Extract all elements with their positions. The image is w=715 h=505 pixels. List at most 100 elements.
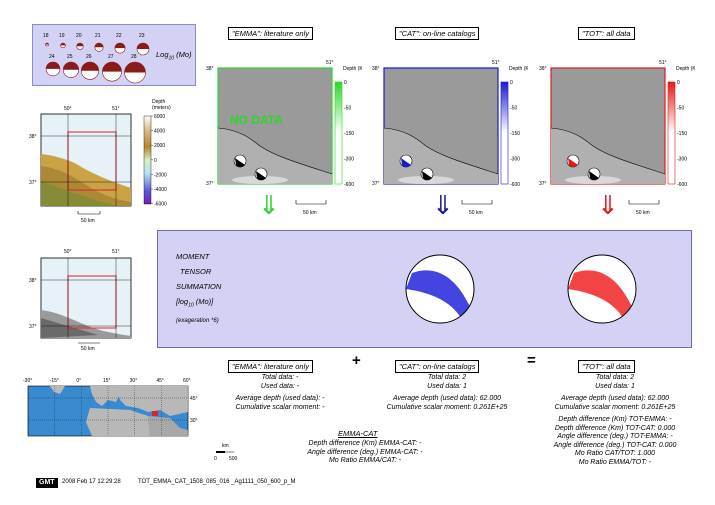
map1-lon-tick: 50° [64,106,72,112]
panel-lon-tick: 51° [492,60,500,66]
legend-beachball-fill [114,43,126,49]
stat-line: Depth difference (Km) TOT-EMMA: - [558,416,672,423]
panel-lat-tick: 38° [539,66,547,72]
panel-scale-label: 50 km [303,210,317,216]
legend-beachball-fill [46,62,60,69]
panel-lat-tick: 38° [372,66,380,72]
focal-panel-tot: 38° 37° 51° Depth (Km) 0 -50 -150 -300 -600 50 km [533,58,695,228]
footer-file: TOT_EMMA_CAT_1508_085_016 _Ag1111_050_60… [138,479,296,485]
stats-title-emma-cat: EMMA-CAT [338,429,378,438]
legend-number: 20 [76,33,82,39]
arrow-emma: ⇓ [258,190,280,220]
topo-map-panel: 50° 51° 38° 37° 50 km Depth (meters) 600… [28,96,188,224]
depth-tick: -600 [344,182,354,188]
zoom-map-panel: 50° 51° 38° 37° 50 km [28,240,158,352]
map2-lat-tick: 38° [29,278,37,284]
depth-tick: -600 [677,182,687,188]
zoom-map: 50° 51° 38° 37° 50 km [29,249,132,352]
stat-line: Total data: 2 [595,374,635,381]
legend-beachball-fill [63,62,79,70]
beachball-tot-sum [567,254,637,324]
stat-line: Average depth (used data): - [235,395,325,402]
stat-line: Mo Ratio CAT/TOT: 1.000 [574,450,656,457]
stat-line: Used data: - [260,382,300,390]
panel-title-tot: "TOT": all data [578,27,635,40]
stat-line: Cumulative scalar moment: 0.261E+25 [386,403,508,411]
stat-line: Average depth (used data): 62.000 [392,395,502,402]
legend-beachball-fill [124,62,146,73]
depth-tick: -600 [510,182,520,188]
legend-number: 19 [59,33,65,39]
map3-scale-tick: 0 [214,456,217,462]
stat-line: Angle difference (deg.) EMMA-CAT: - [307,448,423,456]
stats-emma: Total data: - Used data: - Average depth (… [205,374,355,412]
depth-tick: 0 [510,80,513,86]
stats-title-emma: "EMMA": literature only [228,360,314,373]
depth-tick: -150 [510,131,520,137]
depth-scale-label: Depth (Km) [509,66,528,72]
arrow-cat: ⇓ [432,190,454,220]
panel-lat-tick: 37° [372,181,380,187]
moment-tensor-summation-box: MOMENT TENSOR SUMMATION [log10 (Mo)] (ex… [157,230,692,348]
panel-scale-label: 50 km [469,210,483,216]
focal-map-tot: 38° 37° 51° Depth (Km) 0 -50 -150 -300 -600 50 km [539,60,695,216]
map2-scale-label: 50 km [81,346,95,352]
legend-beachball-fill [81,61,99,71]
map1-lat-tick: 37° [29,180,37,186]
map2-lon-tick: 50° [64,249,72,255]
depth-scale-tick: 2000 [154,143,165,149]
map3-scale-unit: km [222,443,229,449]
world-map: -30° -15° 0° 15° 30° 45° 60° 45° 30° km 0 500 [23,378,238,462]
map2-lat-tick: 37° [29,324,37,330]
legend-beachball-fill [60,43,66,46]
legend-number: 27 [108,54,114,60]
depth-scale-tick: -2000 [154,172,167,178]
depth-scale-tick: 6000 [154,114,165,120]
event-beachball-fill [422,171,432,181]
depth-scale-tick: -4000 [154,187,167,193]
depth-tick: -300 [510,157,520,163]
stats-title-tot: "TOT": all data [578,360,635,373]
stat-line: Total data: 2 [427,374,467,381]
depth-scale-tick: 4000 [154,129,165,135]
panel-title-emma: "EMMA": literature only [228,27,314,40]
stat-line: Total data: - [261,374,299,381]
legend-number: 25 [67,54,73,60]
stat-line: Used data: 1 [595,382,635,390]
map1-lon-tick: 51° [112,106,120,112]
stat-line: Used data: 1 [427,382,467,390]
depth-label: Depth [152,99,166,105]
world-lat-tick: 45° [190,396,198,402]
plus-operator: + [352,352,361,369]
legend-number: 18 [43,33,49,39]
depth-scale-label: Depth (Km) [343,66,362,72]
panel-lat-tick: 37° [206,181,214,187]
event-beachball-fill [401,158,411,168]
world-lon-tick: -15° [50,378,59,384]
world-lon-tick: -30° [23,378,32,384]
world-lon-tick: 30° [130,378,138,384]
panel-title-cat: "CAT": on-line catalogs [395,27,480,40]
summation-line: TENSOR [180,267,212,276]
panel-lon-tick: 51° [326,60,334,66]
depth-tick: -150 [344,131,354,137]
depth-scale-tick: 0 [154,158,157,164]
world-lon-tick: 0° [76,378,81,384]
world-lat-tick: 30° [190,418,198,424]
depth-tick: -50 [677,106,684,112]
legend-beachball-fill [94,43,104,48]
depth-scale-bar [500,81,509,185]
panel-lon-tick: 51° [659,60,667,66]
summation-exaggeration: (exageration *6) [176,317,219,324]
depth-tick: -300 [344,157,354,163]
focal-map-emma: 38° 37° 51° Depth (Km) 0 -50 -150 -300 -600 NO DA… [206,60,362,216]
stat-line: Mo Ratio EMMA/CAT: - [328,457,402,464]
event-beachball-fill [235,158,245,168]
stat-line: Mo Ratio EMMA/TOT: - [578,458,652,466]
stat-line: Cumulative scalar moment: - [235,403,325,411]
map1-scale-label: 50 km [81,218,95,224]
focal-panel-emma: 38° 37° 51° Depth (Km) 0 -50 -150 -300 -600 NO DA… [200,58,362,228]
legend-number: 23 [139,33,145,39]
focal-panel-cat: 38° 37° 51° Depth (Km) 0 -50 -150 -300 -600 50 km [366,58,528,228]
map1-lat-tick: 38° [29,134,37,140]
